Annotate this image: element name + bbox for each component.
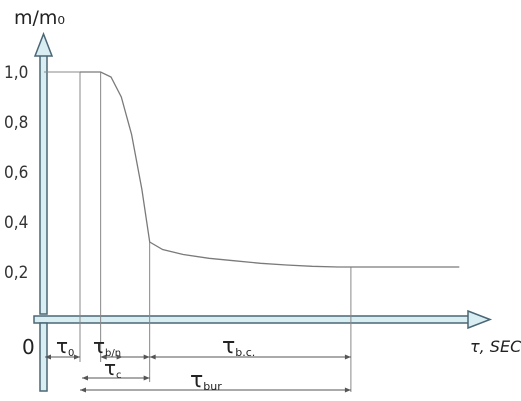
tau-c-dim-arrow-left: [82, 375, 88, 381]
tau-bc-dim-arrow-right: [344, 354, 351, 360]
axes: [33, 31, 493, 392]
interval-dimensions: τ0 τb/n τb.c. τc τbur: [45, 334, 351, 393]
tau-bn-label: τb/n: [93, 334, 121, 359]
origin-label: 0: [22, 335, 35, 359]
tau-bur-label: τbur: [190, 368, 222, 393]
tau0-dim-left-arrow-left: [45, 354, 51, 360]
tau-bn-dim-arrow-right: [143, 354, 150, 360]
tau-bc-label: τb.c.: [222, 334, 255, 359]
guide-lines: [44, 71, 352, 392]
x-axis: [33, 315, 470, 324]
series-line: [80, 71, 460, 268]
tau-bur-dim-arrow-right: [344, 387, 351, 393]
x-axis-arrowhead: [467, 309, 493, 330]
tau0-dim-left-arrow-right: [74, 354, 80, 360]
y-ticks: 1,0 0,8 0,6 0,4 0,2: [4, 63, 28, 283]
y-tick-label: 0,6: [4, 163, 28, 183]
tau-bur-dim-arrow-left: [80, 387, 86, 393]
y-tick-label: 0,2: [4, 263, 28, 283]
y-tick-label: 1,0: [4, 63, 28, 83]
tau-c-dim-arrow-right: [143, 375, 150, 381]
y-axis: [39, 53, 48, 315]
tau-bn-dim-arrow-left: [100, 354, 107, 360]
y-axis-label: m/m₀: [14, 7, 65, 29]
y-tick-label: 0,4: [4, 213, 28, 233]
tau-c-label: τc: [104, 356, 122, 381]
y-axis-arrowhead: [33, 31, 54, 57]
y-tick-label: 0,8: [4, 113, 28, 133]
tau0-label: τ0: [56, 334, 74, 359]
tau-bc-dim-arrow-left: [149, 354, 156, 360]
x-axis-label: τ, SEC: [470, 337, 521, 356]
